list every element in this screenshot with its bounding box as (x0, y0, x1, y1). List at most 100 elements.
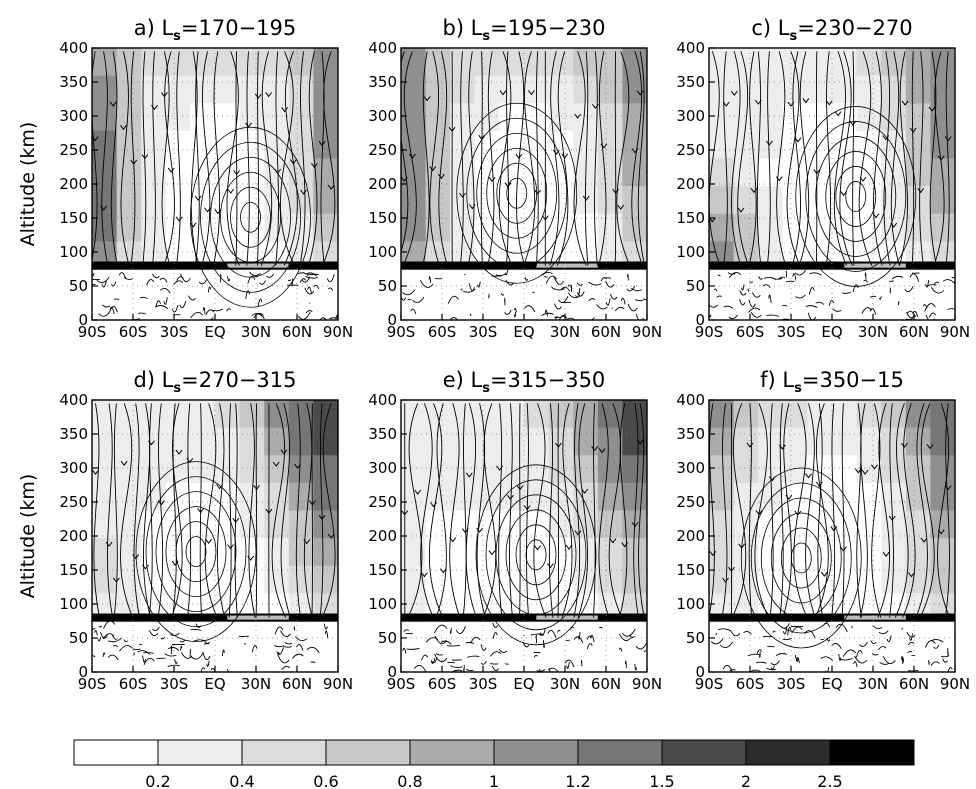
streamline-low (541, 312, 554, 316)
contour-cell (190, 48, 216, 77)
streamline-low (274, 626, 284, 635)
streamline-low (714, 288, 718, 292)
flow-arrow (401, 510, 409, 516)
flow-arrow (636, 90, 644, 96)
streamline-low (532, 291, 535, 294)
streamline-low (402, 647, 407, 654)
x-tick-label: 90S (695, 323, 724, 341)
flow-arrow (944, 136, 952, 142)
flow-arrow (523, 505, 531, 511)
y-tick-label: 400 (368, 39, 397, 57)
streamline-low (92, 627, 96, 630)
contour-cell (190, 510, 216, 539)
x-tick-label: 30S (469, 323, 498, 341)
flow-arrow (598, 448, 606, 454)
contour-cell (190, 158, 216, 187)
streamline (194, 51, 200, 266)
contour-cell (807, 186, 833, 215)
contour-cell (832, 455, 858, 484)
flow-arrow (465, 472, 473, 478)
flow-arrow (303, 539, 311, 545)
streamline-low (872, 625, 883, 630)
streamline (873, 51, 883, 266)
contour-cell (116, 103, 142, 132)
streamline (106, 403, 114, 618)
streamline-low (103, 620, 116, 629)
streamline (859, 403, 868, 618)
contour-cell (881, 186, 907, 215)
streamline (919, 403, 935, 618)
vortex-loop (525, 539, 547, 571)
contour-cell (190, 427, 216, 456)
contour-cell (92, 538, 118, 567)
flow-arrow (882, 135, 890, 141)
flow-arrow (488, 550, 496, 556)
contour-cell (165, 213, 191, 242)
contour-cell (92, 455, 118, 484)
streamline-low (891, 275, 904, 280)
contour-cell (782, 213, 808, 242)
streamline-low (621, 628, 636, 637)
x-tick-label: 30S (777, 323, 806, 341)
streamline-low (762, 284, 771, 288)
contour-cell (930, 75, 955, 104)
contour-cell (264, 186, 290, 215)
contour-cell (832, 538, 858, 567)
streamline (407, 403, 423, 618)
streamline (120, 403, 134, 618)
flow-arrow (142, 564, 149, 570)
streamline-low (402, 289, 416, 296)
streamline (320, 51, 325, 266)
panel-title: b) Ls=195−230 (442, 16, 605, 44)
y-tick-label: 50 (686, 629, 705, 647)
contour-cell (832, 565, 858, 594)
vortex-loop (770, 512, 832, 604)
streamline-low (143, 652, 154, 654)
x-tick-label: EQ (204, 675, 225, 693)
x-tick-label: 60S (119, 323, 148, 341)
streamline-low (92, 655, 96, 658)
flow-arrow (872, 213, 880, 219)
streamline-low (930, 661, 940, 667)
y-tick-label: 400 (59, 39, 88, 57)
streamline-low (412, 296, 425, 303)
streamline (271, 403, 287, 618)
streamline-low (766, 667, 777, 671)
streamline-low (912, 310, 919, 317)
streamline (256, 51, 260, 266)
flow-arrow (175, 216, 183, 222)
contour-cell (401, 186, 427, 215)
contour-cell (758, 510, 784, 539)
x-tick-label: EQ (821, 675, 842, 693)
streamline-low (306, 646, 320, 654)
vortex-loop (495, 494, 577, 616)
streamline (319, 403, 324, 618)
flow-arrow (534, 189, 541, 195)
streamline-low (756, 649, 763, 654)
streamline-low (909, 633, 913, 641)
streamline (280, 51, 295, 266)
contour-cell (401, 130, 427, 160)
flow-arrow (265, 508, 273, 514)
contour-cell (881, 75, 907, 104)
streamline (228, 403, 232, 618)
vortex-loop (155, 491, 237, 613)
flow-arrow (928, 106, 936, 112)
contour-cell (288, 427, 314, 456)
streamline-low (567, 284, 573, 289)
streamline-low (277, 655, 290, 664)
streamline-low (747, 653, 761, 657)
contour-cell (832, 400, 858, 429)
streamline (548, 403, 554, 618)
streamline-low (852, 284, 859, 293)
y-tick-label: 100 (676, 243, 705, 261)
panel-title: f) Ls=350−15 (760, 368, 904, 396)
streamline-low (465, 668, 474, 672)
contour-cell (807, 213, 833, 242)
contour-cell (597, 103, 623, 132)
streamline-low (951, 276, 955, 279)
flow-arrow (709, 551, 717, 557)
streamline-low (101, 304, 110, 308)
streamline (161, 51, 171, 266)
contour-cell (239, 510, 265, 539)
